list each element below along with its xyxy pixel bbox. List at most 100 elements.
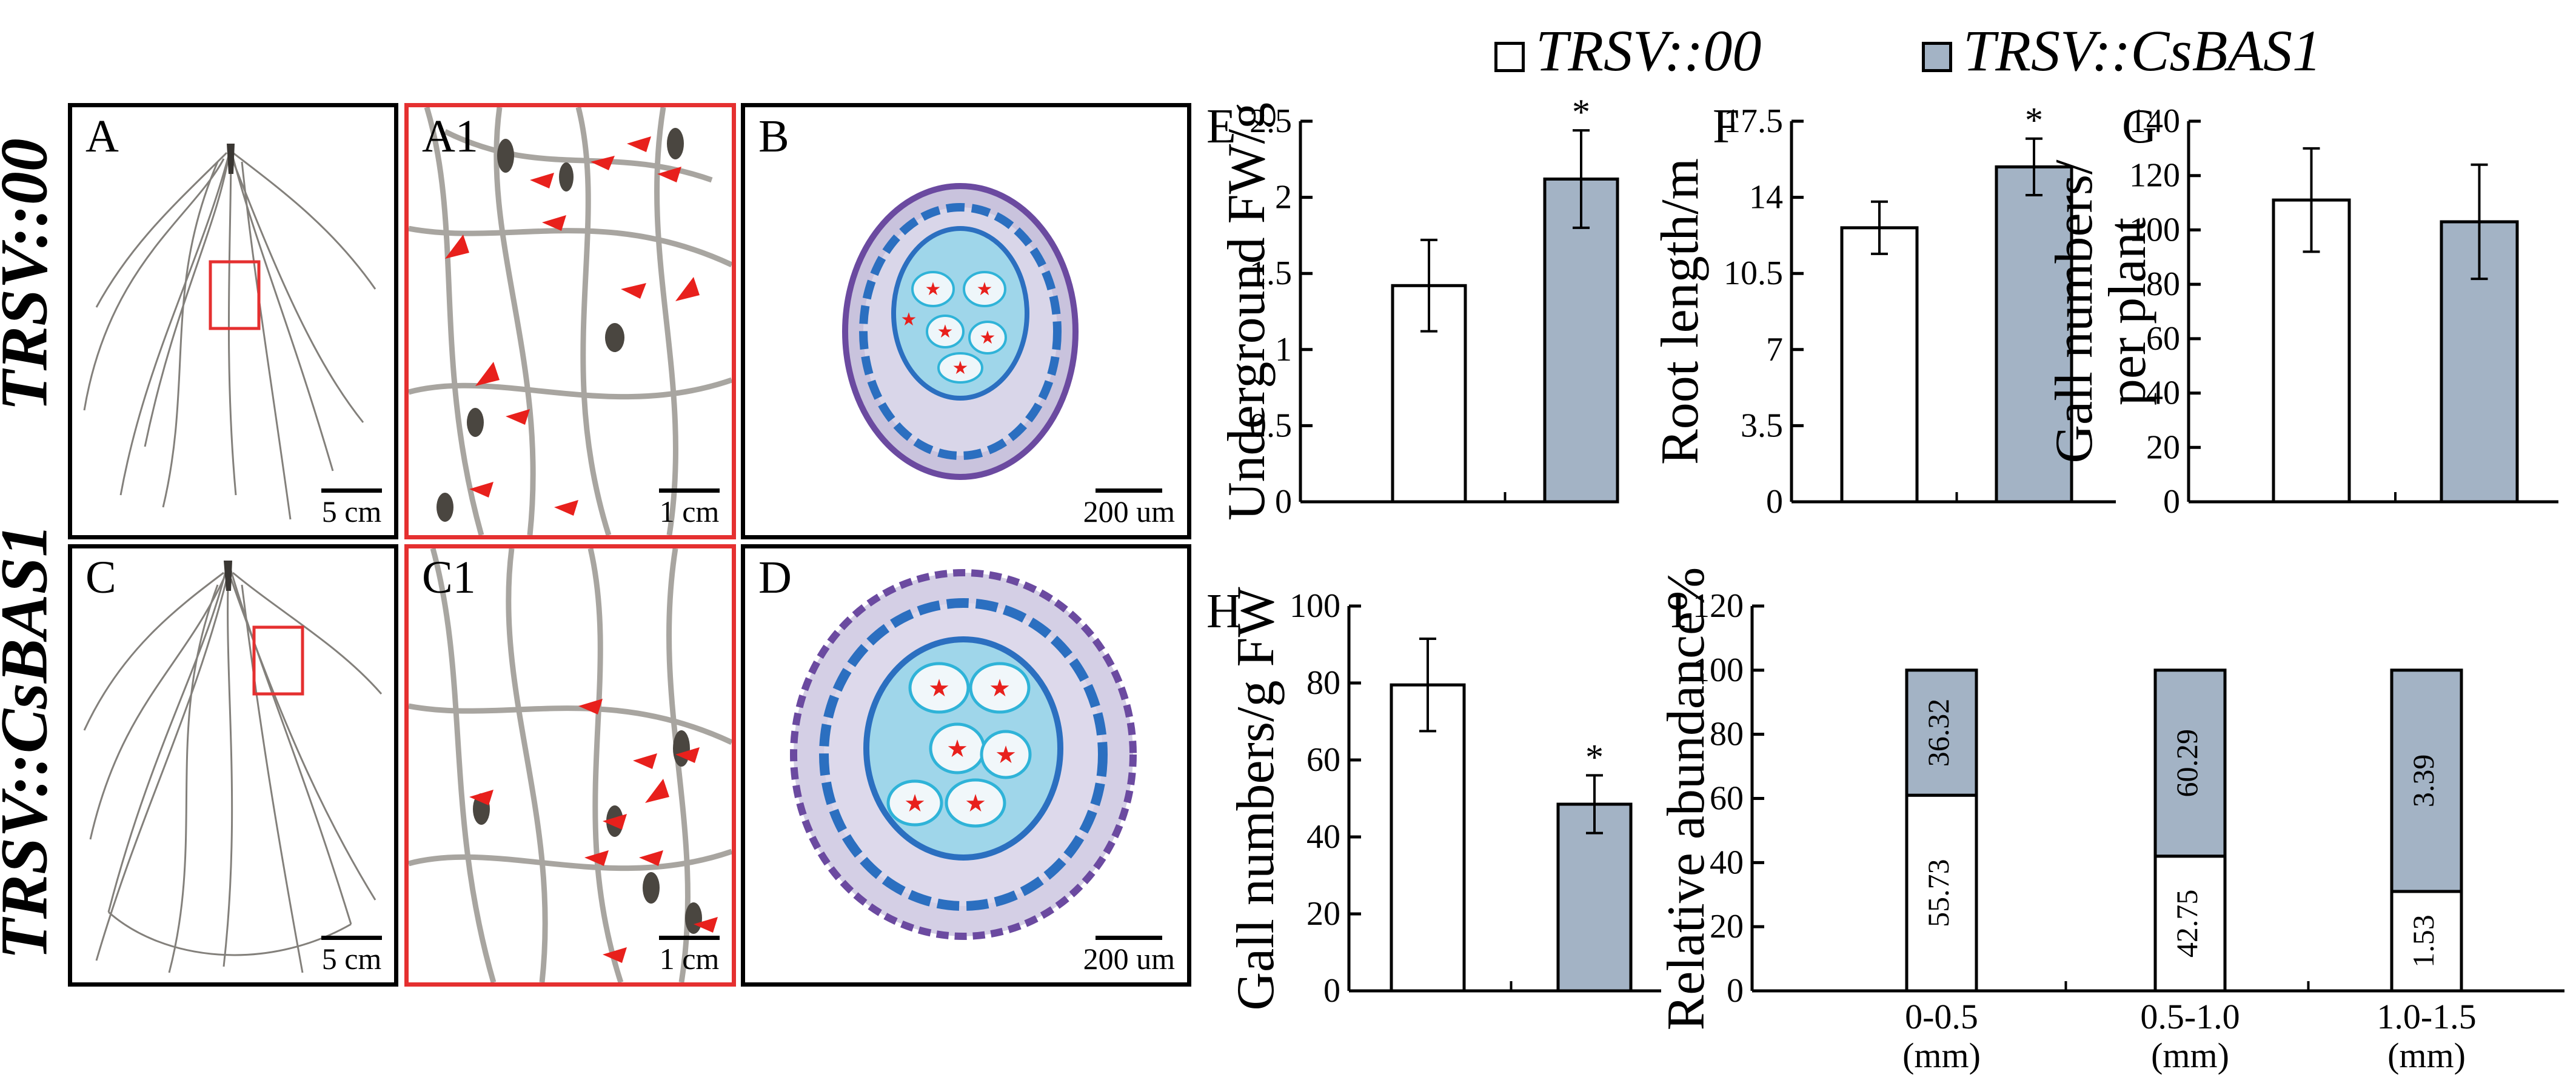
svg-text:★: ★: [937, 322, 954, 342]
y-tick-label: 120: [2129, 157, 2180, 195]
y-tick-label: 7: [1766, 331, 1783, 368]
segment-label-control: 42.75: [2170, 890, 2204, 958]
y-tick-label: 80: [2146, 265, 2180, 303]
panel-label-b: B: [758, 111, 789, 162]
bar-treatment: [1556, 802, 1633, 993]
svg-text:★: ★: [989, 675, 1011, 702]
scale-bar-d: 200 um: [1083, 936, 1175, 976]
stacked-segment-treatment: [2153, 668, 2227, 858]
y-tick-label: 10.5: [1724, 255, 1783, 292]
y-axis-title-line: Root length/m: [1651, 158, 1710, 465]
bar-treatment: [1995, 165, 2073, 504]
y-tick-label: 17.5: [1724, 102, 1783, 140]
legend-swatch-control: [1494, 41, 1525, 72]
svg-text:★: ★: [904, 790, 926, 817]
svg-text:★: ★: [928, 675, 950, 702]
photo-panel-a1: A1 1 cm: [404, 103, 736, 539]
x-category-label: (mm): [2387, 1036, 2466, 1075]
stacked-segment-control: [1905, 793, 1978, 993]
panel-label-i: I: [1670, 585, 1687, 638]
y-tick-label: 120: [1693, 587, 1744, 625]
photo-panel-b: ★ ★ ★ ★ ★ ★ B 200 um: [741, 103, 1191, 539]
zoomed-roots-illustration-c1: [409, 548, 732, 982]
segment-label-treatment: 60.29: [2170, 729, 2204, 798]
y-tick-label: 80: [1710, 716, 1744, 753]
svg-text:★: ★: [977, 279, 993, 299]
scale-text-c: 5 cm: [321, 942, 382, 976]
zoomed-roots-illustration: [409, 107, 732, 535]
x-category-label: 0.5-1.0: [2140, 997, 2240, 1036]
scale-text-a1: 1 cm: [659, 495, 720, 528]
panel-label-a1: A1: [422, 111, 478, 162]
panel-label-c1: C1: [422, 552, 476, 603]
y-tick-label: 0: [1323, 972, 1340, 1010]
panel-label-d: D: [758, 552, 792, 603]
y-axis-title: Gall numbers/g FW: [1226, 587, 1285, 1010]
y-tick-label: 60: [2146, 320, 2180, 358]
y-tick-label: 1: [1275, 331, 1292, 368]
significance-marker: *: [1572, 92, 1590, 132]
panel-label-h: H: [1206, 585, 1242, 638]
y-tick-label: 2.5: [1250, 102, 1292, 140]
segment-label-treatment: 36.32: [1921, 699, 1955, 767]
gall-section-illustration-d: ★ ★ ★ ★ ★ ★: [790, 569, 1137, 940]
y-tick-label: 0.5: [1250, 407, 1292, 444]
svg-text:★: ★: [980, 328, 996, 348]
svg-text:★: ★: [965, 790, 986, 817]
chart-f: F 0 3.5 7 10.5 14 17.5 Root length/m *: [1651, 100, 2116, 521]
segment-label-treatment: 3.39: [2406, 755, 2440, 808]
y-tick-label: 100: [1693, 651, 1744, 689]
photo-panel-a: A 5 cm: [68, 103, 398, 539]
chart-g: G 0 20 40 60 80 100 120 140 Gall numbers/per plan…: [2045, 100, 2558, 521]
root-system-illustration: [83, 144, 376, 520]
panel-label-e: E: [1206, 100, 1236, 153]
scale-text-c1: 1 cm: [659, 942, 720, 976]
y-tick-label: 60: [1710, 780, 1744, 818]
svg-text:★: ★: [946, 735, 968, 762]
legend-label-treatment: TRSV::CsBAS1: [1963, 18, 2322, 83]
y-tick-label: 60: [1306, 741, 1340, 779]
legend-label-control: TRSV::00: [1536, 18, 1762, 83]
svg-text:★: ★: [952, 358, 969, 378]
svg-text:★: ★: [901, 310, 917, 330]
root-system-illustration-c: [83, 561, 383, 973]
photo-panel-c: C 5 cm: [68, 544, 398, 987]
photo-panel-d: ★ ★ ★ ★ ★ ★ D 200 um: [741, 544, 1191, 987]
significance-marker: *: [2025, 101, 2043, 141]
scale-bar-b: 200 um: [1083, 488, 1175, 529]
bar-control: [1840, 226, 1919, 504]
y-tick-label: 0: [2163, 483, 2180, 521]
panel-label-f: F: [1713, 100, 1740, 153]
bar-control: [1390, 683, 1466, 993]
panel-label-a: A: [85, 111, 119, 162]
y-tick-label: 20: [1306, 895, 1340, 933]
legend-item-control: TRSV::00: [1494, 17, 1761, 84]
stacked-segment-treatment: [2390, 668, 2463, 893]
y-tick-label: 80: [1306, 664, 1340, 702]
x-category-label: 0-0.5: [1905, 997, 1978, 1036]
y-tick-label: 20: [1710, 908, 1744, 945]
y-axis-title: Root length/m: [1651, 158, 1710, 465]
y-tick-label: 14: [1749, 179, 1783, 216]
svg-text:★: ★: [995, 741, 1017, 768]
significance-marker: *: [1585, 737, 1604, 777]
x-category-label: (mm): [2151, 1036, 2229, 1075]
y-axis-title: Gall numbers/per plant: [2045, 159, 2157, 464]
legend-swatch-treatment: [1922, 41, 1952, 72]
scale-text-a: 5 cm: [321, 495, 382, 528]
photo-panel-c1: C1 1 cm: [404, 544, 736, 987]
scale-text-d: 200 um: [1083, 942, 1175, 976]
y-tick-label: 0: [1766, 483, 1783, 521]
y-tick-label: 40: [1306, 818, 1340, 856]
y-tick-label: 3.5: [1741, 407, 1783, 444]
x-category-label: (mm): [1902, 1036, 1981, 1075]
y-tick-label: 40: [2146, 375, 2180, 412]
y-axis-title-line: Relative abundance%: [1657, 567, 1716, 1031]
legend-item-treatment: TRSV::CsBAS1: [1922, 17, 2321, 84]
y-tick-label: 0: [1275, 483, 1292, 521]
scale-bar-c: 5 cm: [321, 936, 382, 976]
y-axis-title-line: Underground FW/g: [1217, 102, 1276, 521]
